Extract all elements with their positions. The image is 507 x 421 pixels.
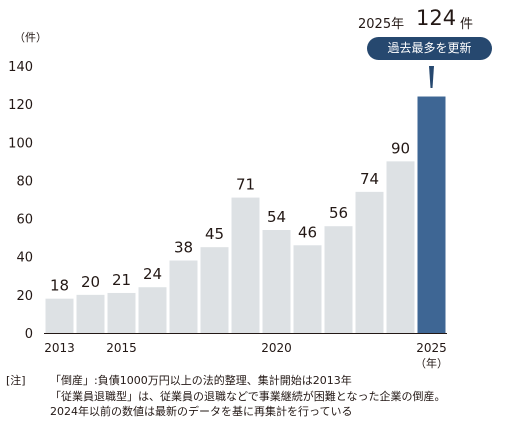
bar <box>293 245 322 333</box>
bar <box>262 230 291 333</box>
bar <box>200 247 229 333</box>
bar-highlight <box>417 96 446 333</box>
bar-value-label: 46 <box>298 223 317 241</box>
footnote-line-3: 2024年以前の数値は最新のデータを基に再集計を行っている <box>50 405 353 418</box>
bar <box>45 298 74 333</box>
callout-pointer <box>429 66 434 88</box>
footnote: [注] 「倒産」:負債1000万円以上の法的整理、集計開始は2013年 「従業員… <box>6 373 445 420</box>
highlight-callout: 2025年 124 件 <box>332 4 507 34</box>
bar <box>138 287 167 333</box>
y-tick-label: 100 <box>8 136 33 151</box>
bar-value-label: 56 <box>329 204 348 222</box>
bar-value-label: 20 <box>81 273 100 291</box>
bar-value-label: 21 <box>112 271 131 289</box>
x-tick-label: 2013 <box>44 341 75 355</box>
y-tick-label: 120 <box>8 98 33 113</box>
y-tick-label: 40 <box>16 251 33 266</box>
bar <box>107 292 136 333</box>
bar <box>355 191 384 333</box>
x-tick-label: 2020 <box>261 341 292 355</box>
x-axis-unit-label: （年） <box>415 356 448 370</box>
footnote-line-2: 「従業員退職型」は、従業員の退職などで事業継続が困難となった企業の倒産。 <box>50 389 446 403</box>
x-tick-label: 2025 <box>416 341 447 355</box>
y-tick-label: 20 <box>16 289 33 304</box>
bar-value-label: 74 <box>360 170 379 188</box>
bar-value-label: 24 <box>143 265 162 283</box>
bar-value-label: 38 <box>174 239 193 257</box>
callout-year: 2025年 <box>358 17 405 32</box>
callout-value: 124 <box>416 6 457 30</box>
x-tick-label: 2015 <box>106 341 137 355</box>
bar-value-label: 54 <box>267 208 286 226</box>
record-high-badge: 過去最多を更新 <box>367 37 492 60</box>
bar-value-label: 18 <box>50 277 69 295</box>
callout-unit: 件 <box>460 17 474 32</box>
bar <box>324 226 353 333</box>
bar <box>76 294 105 333</box>
footnote-line-1: 「倒産」:負債1000万円以上の法的整理、集計開始は2013年 <box>50 374 352 387</box>
bar <box>386 161 415 333</box>
bar <box>231 197 260 333</box>
y-axis-unit-label: （件） <box>14 31 47 44</box>
y-tick-label: 0 <box>25 327 33 342</box>
footnote-tag: [注] <box>6 374 26 387</box>
bar-value-label: 45 <box>205 225 224 243</box>
bar-value-label: 71 <box>236 176 255 194</box>
y-tick-label: 140 <box>8 60 33 75</box>
bar-chart: （件） 0 20 40 60 80 100 120 140 18 20 21 24 38 45 71 54 4… <box>8 31 448 370</box>
y-tick-label: 60 <box>16 213 33 228</box>
bar-value-label: 90 <box>391 139 410 157</box>
bar <box>169 260 198 333</box>
y-tick-label: 80 <box>16 174 33 189</box>
